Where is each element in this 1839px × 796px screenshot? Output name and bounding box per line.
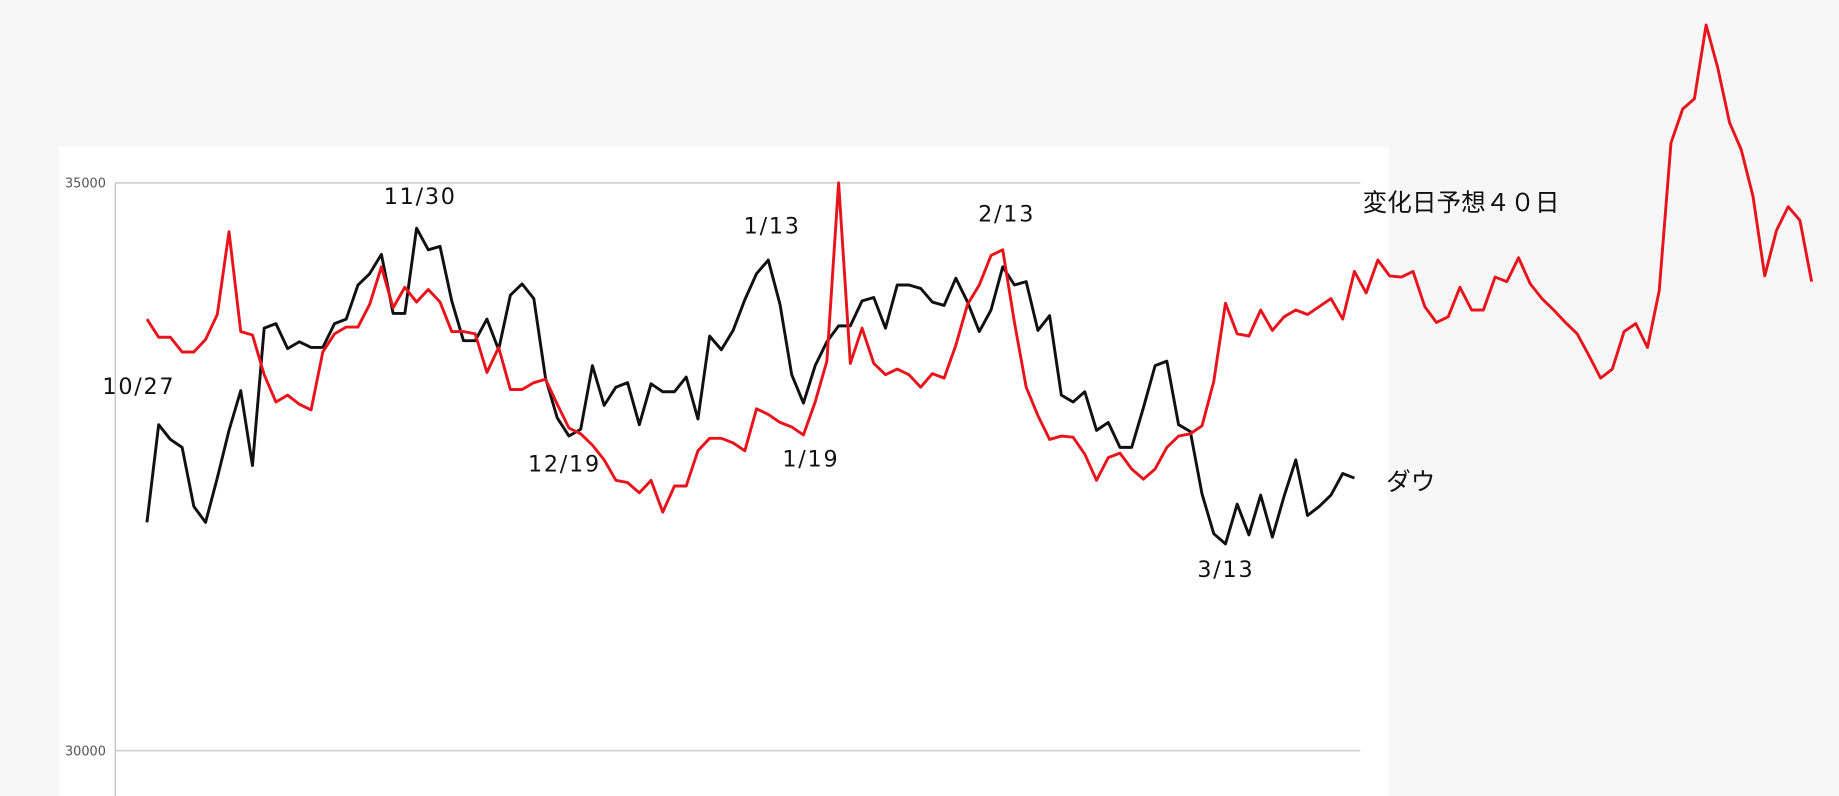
annotation: 1/19 [782,447,839,473]
y-tick-label: 30000 [65,744,106,759]
series-label: 変化日予想４０日 [1363,188,1560,217]
annotation: 12/19 [528,451,601,477]
y-tick-label: 35000 [65,177,106,192]
grid [115,181,1361,752]
annotation: 2/13 [978,202,1035,228]
series-line [145,23,1814,514]
annotation: 3/13 [1197,557,1254,583]
annotation: 11/30 [384,184,457,210]
plot-background [59,146,1389,796]
series-line [145,226,1355,546]
annotation: 10/27 [102,374,175,400]
lines [145,23,1814,546]
series-label: ダウ [1386,467,1435,496]
annotation: 1/13 [744,213,801,239]
